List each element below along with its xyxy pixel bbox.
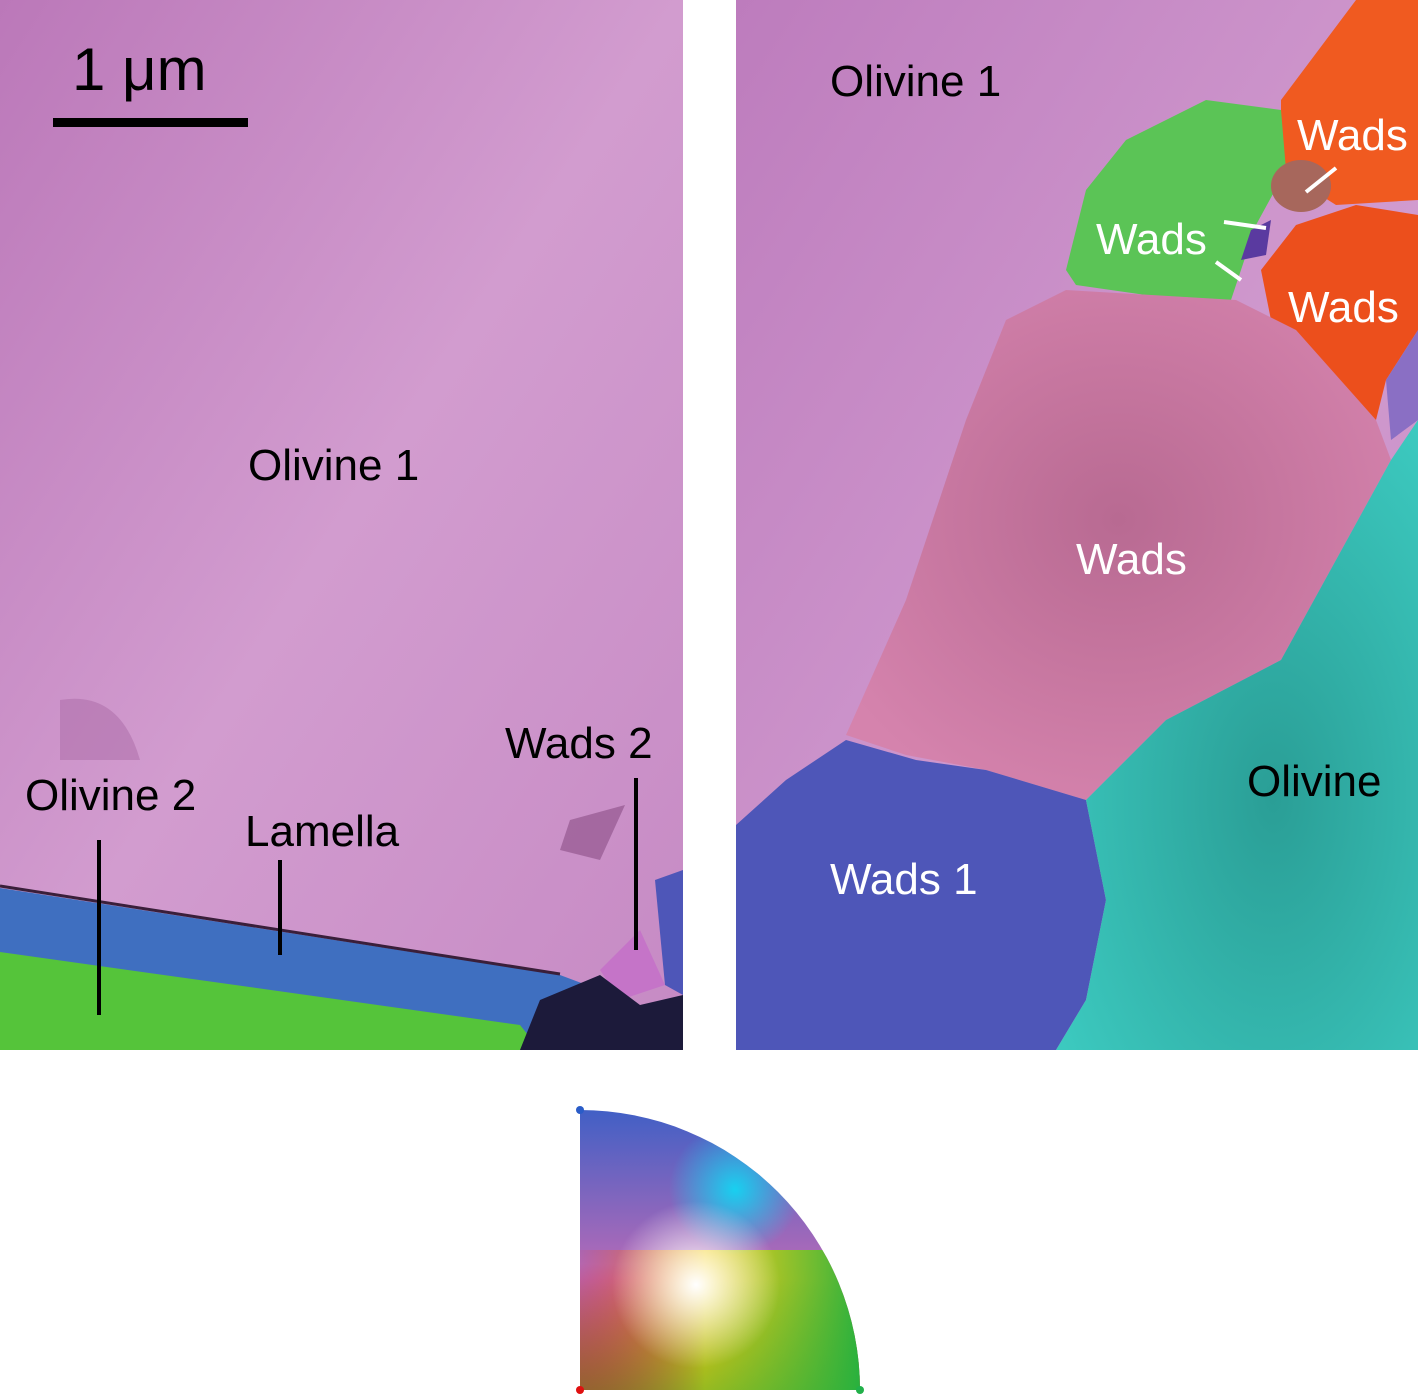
orange-wads-grain-top xyxy=(1281,0,1418,205)
scale-bar xyxy=(53,118,248,127)
wads-1-label: Wads 1 xyxy=(830,855,978,904)
ipf-corner-top xyxy=(576,1106,584,1114)
wads-top-right-label: Wads xyxy=(1297,111,1408,160)
brown-wads-grain xyxy=(1271,160,1331,212)
wads-small-leader-1 xyxy=(1223,220,1267,230)
olivine-teal-grain xyxy=(1056,420,1418,1050)
olivine-1-label: Olivine 1 xyxy=(830,57,1002,106)
wads-2-grain xyxy=(600,930,665,1000)
ipf-corner-bottom-left xyxy=(576,1386,584,1394)
lamella-label: Lamella xyxy=(245,807,400,856)
olivine-1-grain xyxy=(0,0,683,1050)
wads-1-blue-grain xyxy=(736,740,1106,1050)
edge-purple-grain xyxy=(1386,330,1418,440)
right-edge-blue-grain xyxy=(655,870,683,995)
left-orientation-map xyxy=(0,0,683,1050)
right-orientation-map xyxy=(736,0,1418,1050)
streak xyxy=(60,698,140,760)
orange-wads-grain xyxy=(1261,205,1418,420)
olivine-2-leader xyxy=(97,840,101,1015)
ipf-corner-bottom-right xyxy=(856,1386,864,1394)
left-map-panel: 1 μm Olivine 1 Olivine 2 Lamella Wads 2 xyxy=(0,0,683,1050)
wads-top-right-leader xyxy=(1304,166,1338,194)
olivine-2-label: Olivine 2 xyxy=(25,771,197,820)
ipf-gradient-fill xyxy=(580,1110,860,1390)
green-wads-grain xyxy=(1066,100,1286,300)
scale-bar-label: 1 μm xyxy=(72,36,207,103)
olivine-1-label: Olivine 1 xyxy=(248,441,420,490)
wads-small-label: Wads xyxy=(1096,215,1207,264)
right-map-panel: Olivine 1 Wads Wads Wads Wads Olivine Wa… xyxy=(736,0,1418,1050)
pink-wads-grain xyxy=(846,290,1391,800)
wads-2-dark-spot xyxy=(560,805,625,860)
lamella-leader xyxy=(278,860,282,955)
wads-center-label: Wads xyxy=(1076,535,1187,584)
ipf-quarter-disk xyxy=(576,1106,864,1394)
tiny-dark-grain xyxy=(1241,220,1271,260)
wads-small-leader-2 xyxy=(1214,260,1243,282)
wads-2-label: Wads 2 xyxy=(505,719,653,768)
olivine-teal-label: Olivine xyxy=(1247,757,1382,806)
wads-2-leader xyxy=(634,778,638,950)
olivine-2-grain xyxy=(0,952,540,1050)
dark-junction xyxy=(520,975,683,1050)
ipf-color-key xyxy=(570,1100,870,1398)
wads-orange-label: Wads xyxy=(1288,283,1399,332)
